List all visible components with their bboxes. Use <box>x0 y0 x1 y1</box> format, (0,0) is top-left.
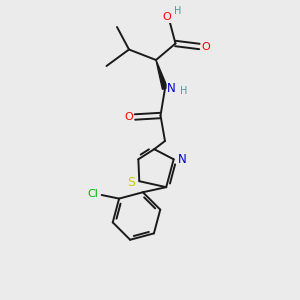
Text: H: H <box>174 6 182 16</box>
Text: O: O <box>201 41 210 52</box>
Text: Cl: Cl <box>88 189 99 199</box>
Polygon shape <box>156 60 168 89</box>
Text: S: S <box>127 176 135 189</box>
Text: O: O <box>162 12 171 22</box>
Text: H: H <box>180 86 187 97</box>
Text: N: N <box>167 82 176 95</box>
Text: N: N <box>177 153 186 166</box>
Text: O: O <box>124 112 133 122</box>
